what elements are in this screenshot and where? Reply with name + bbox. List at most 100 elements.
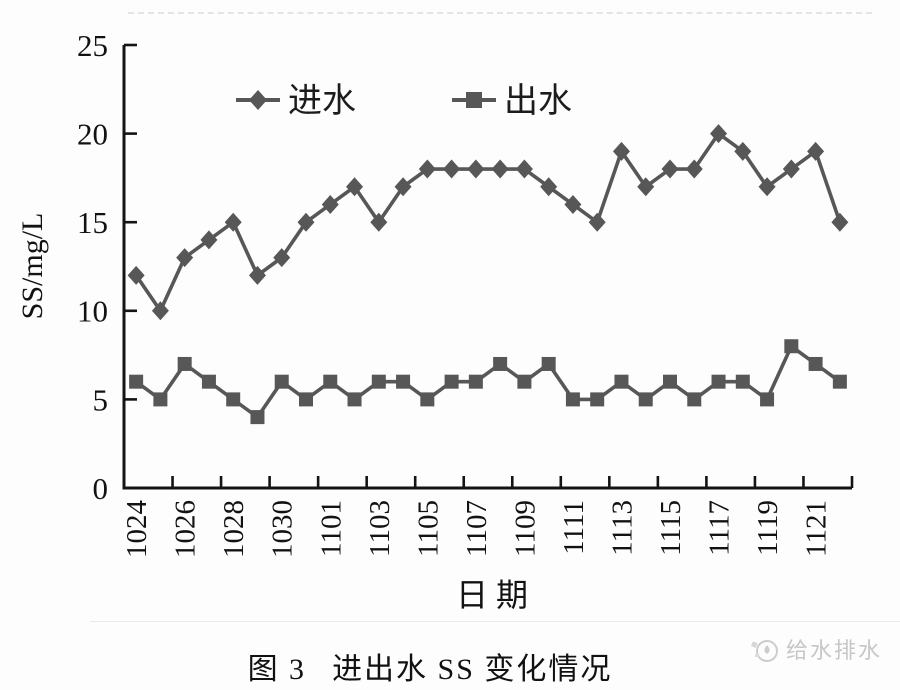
outflow-point-marker-icon (735, 374, 750, 389)
inflow-point-marker-icon (637, 177, 655, 197)
inflow-point-marker-icon (346, 177, 364, 197)
axis-spine (122, 45, 852, 490)
outflow-point-marker-icon (832, 374, 847, 389)
x-tick-label: 1115 (655, 500, 687, 556)
y-tick-labels: 0 5 10 15 20 25 (77, 28, 108, 506)
outflow-point-marker-icon (760, 392, 775, 407)
outflow-point-marker-icon (808, 356, 823, 371)
x-tick-label: 1030 (267, 500, 299, 558)
inflow-point-marker-icon (612, 141, 630, 161)
inflow-diamond-marker-icon (249, 90, 267, 110)
inflow-point-marker-icon (321, 194, 339, 214)
outflow-point-marker-icon (396, 374, 411, 389)
outflow-point-marker-icon (711, 374, 726, 389)
watermark-text: 给水排水 (785, 638, 882, 663)
inflow-point-marker-icon (564, 194, 582, 214)
inflow-point-marker-icon (273, 248, 291, 268)
x-tick-label: 1113 (606, 500, 638, 556)
inflow-point-marker-icon (248, 265, 266, 285)
outflow-point-marker-icon (371, 374, 386, 389)
watermark-logo-icon (751, 640, 778, 662)
inflow-point-marker-icon (467, 159, 485, 179)
series-layer (127, 124, 849, 425)
x-tick-label: 1026 (170, 500, 202, 558)
inflow-point-marker-icon (370, 212, 388, 232)
x-tick-label: 1103 (364, 500, 396, 557)
outflow-point-marker-icon (420, 392, 435, 407)
inflow-point-marker-icon (176, 248, 194, 268)
legend-item-inflow: 进水 (236, 83, 356, 120)
outflow-point-marker-icon (201, 374, 216, 389)
inflow-point-marker-icon (151, 301, 169, 321)
outflow-point-marker-icon (153, 392, 168, 407)
caption-divider-line (90, 621, 900, 622)
watermark: 给水排水 (750, 633, 882, 665)
inflow-point-marker-icon (831, 212, 849, 232)
outflow-point-marker-icon (323, 374, 338, 389)
legend-label-outflow: 出水 (504, 82, 572, 120)
inflow-point-marker-icon (127, 265, 145, 285)
outflow-point-marker-icon (614, 374, 629, 389)
inflow-point-marker-icon (200, 230, 218, 250)
inflow-point-marker-icon (224, 212, 242, 232)
inflow-point-marker-icon (418, 159, 436, 179)
outflow-point-marker-icon (274, 374, 289, 389)
inflow-point-marker-icon (685, 159, 703, 179)
outflow-square-marker-icon (466, 92, 482, 108)
legend-label-inflow: 进水 (288, 83, 356, 120)
inflow-point-marker-icon (491, 159, 509, 179)
inflow-point-marker-icon (782, 159, 800, 179)
x-tick-label: 1105 (412, 500, 444, 557)
inflow-point-marker-icon (443, 159, 461, 179)
outflow-point-marker-icon (687, 392, 702, 407)
axes (122, 43, 854, 490)
x-tick-label: 1109 (509, 500, 541, 557)
y-axis-title: SS/mg/L (16, 213, 49, 320)
outflow-point-marker-icon (226, 392, 241, 407)
outflow-series (129, 339, 847, 425)
x-tick-label: 1119 (752, 500, 784, 556)
x-tick-labels: 1024 1026 1028 1030 1101 1103 1105 1107 1109 1111… (121, 500, 832, 559)
outflow-point-marker-icon (590, 392, 605, 407)
outflow-point-marker-icon (129, 374, 144, 389)
outflow-point-marker-icon (444, 374, 459, 389)
inflow-series (127, 124, 849, 321)
outflow-point-marker-icon (468, 374, 483, 389)
outflow-line (135, 344, 841, 419)
outflow-point-marker-icon (784, 339, 799, 354)
inflow-point-marker-icon (540, 177, 558, 197)
top-divider-line (128, 12, 872, 14)
outflow-point-marker-icon (517, 374, 532, 389)
inflow-point-marker-icon (734, 141, 752, 161)
legend-item-outflow: 出水 (452, 82, 572, 120)
outflow-point-marker-icon (250, 410, 265, 425)
figure-caption-number: 图 3 (247, 653, 307, 686)
outflow-point-marker-icon (565, 392, 580, 407)
inflow-point-marker-icon (710, 124, 728, 144)
inflow-point-marker-icon (297, 212, 315, 232)
figure-caption-text: 进出水 SS 变化情况 (332, 653, 613, 686)
x-axis-title: 日期 (456, 577, 536, 613)
outflow-point-marker-icon (638, 392, 653, 407)
y-tick-label: 20 (77, 116, 108, 151)
inflow-point-marker-icon (758, 177, 776, 197)
y-tick-label: 25 (77, 28, 108, 63)
inflow-point-marker-icon (394, 177, 412, 197)
x-tick-label: 1028 (218, 500, 250, 558)
x-tick-label: 1121 (801, 500, 833, 557)
outflow-point-marker-icon (299, 392, 313, 407)
x-tick-label: 1107 (461, 500, 493, 557)
outflow-point-marker-icon (177, 356, 192, 371)
outflow-point-marker-icon (347, 392, 362, 407)
y-tick-label: 10 (77, 294, 108, 329)
outflow-point-marker-icon (541, 356, 556, 371)
x-tick-label: 1111 (558, 500, 590, 555)
inflow-point-marker-icon (515, 159, 533, 179)
inflow-point-marker-icon (661, 159, 679, 179)
x-tick-label: 1024 (121, 500, 153, 559)
y-tick-label: 5 (93, 382, 109, 417)
figure-caption: 图 3 进出水 SS 变化情况 (0, 644, 860, 688)
legend: 进水 出水 (236, 82, 572, 120)
